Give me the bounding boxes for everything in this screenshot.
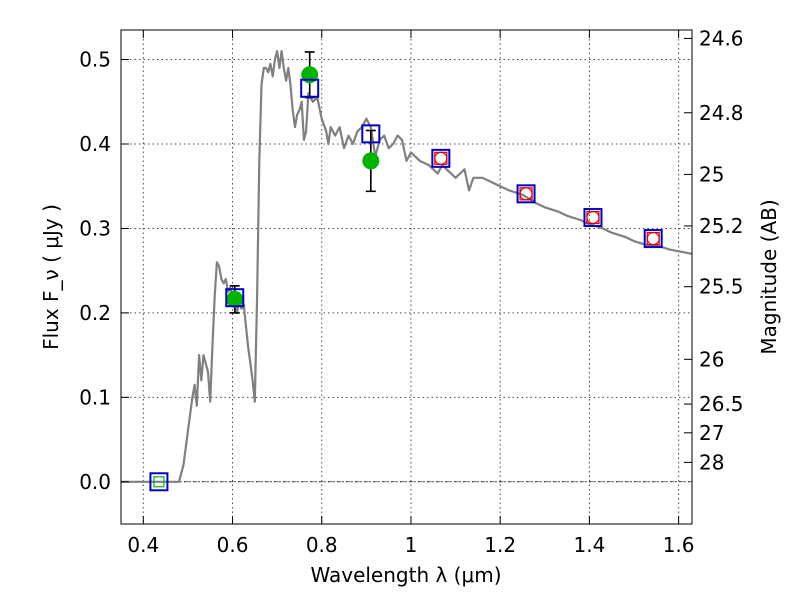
y-tick-label: 0.3 [79, 216, 111, 240]
red-model-circle [434, 151, 448, 165]
y-axis-title: Flux F_ν ( μJy ) [39, 204, 63, 350]
observed-point [226, 290, 244, 308]
x-tick-label: 1.4 [573, 533, 605, 557]
right-tick-label: 26.5 [699, 392, 744, 416]
right-tick-label: 28 [699, 450, 724, 474]
blue-band-square [149, 472, 169, 492]
x-tick-label: 0.4 [127, 533, 159, 557]
right-tick-label: 26 [699, 347, 724, 371]
right-tick-label: 24.8 [699, 101, 744, 125]
red-model-square [646, 231, 660, 246]
model-spectrum [121, 49, 693, 483]
y-tick-label: 0.5 [79, 48, 111, 72]
blue-band-square [516, 184, 536, 204]
observed-point [301, 66, 319, 84]
right-tick-label: 25.5 [699, 275, 744, 299]
green-inner-square [153, 476, 165, 488]
plot-frame [120, 29, 693, 525]
red-model-circle [646, 231, 660, 246]
right-axis-title: Magnitude (AB) [757, 199, 781, 354]
x-tick-label: 1 [405, 533, 418, 557]
observed-point [362, 152, 380, 170]
x-tick-label: 1.2 [484, 533, 516, 557]
y-tick-label: 0.0 [79, 470, 111, 494]
blue-band-square [643, 229, 663, 249]
x-tick-label: 0.6 [217, 533, 249, 557]
y-tick-label: 0.2 [79, 301, 111, 325]
blue-band-square [583, 207, 603, 227]
blue-band-square [225, 288, 245, 308]
blue-band-square [431, 148, 451, 168]
x-tick-label: 0.8 [306, 533, 338, 557]
red-model-square [586, 210, 600, 225]
right-tick-label: 25 [699, 162, 724, 186]
grid [121, 30, 692, 524]
right-tick-label: 25.2 [699, 214, 744, 238]
blue-band-square [361, 124, 381, 144]
x-axis-title: Wavelength λ (μm) [310, 563, 501, 587]
blue-band-square [300, 78, 320, 98]
y-tick-label: 0.1 [79, 385, 111, 409]
axis-ticks: 0.4 0.6 0.8 1 1.2 1.4 1.6 0.0 0.1 0.2 0.3 0.4 0.5 24.… [79, 26, 743, 557]
red-model-square [519, 187, 533, 201]
x-tick-label: 1.6 [663, 533, 695, 557]
data-points [149, 51, 663, 492]
y-tick-label: 0.4 [79, 132, 111, 156]
right-tick-label: 24.6 [699, 26, 744, 50]
spectrum-line [121, 49, 693, 483]
right-tick-label: 27 [699, 421, 724, 445]
red-model-circle [586, 210, 600, 225]
red-model-square [434, 151, 448, 165]
